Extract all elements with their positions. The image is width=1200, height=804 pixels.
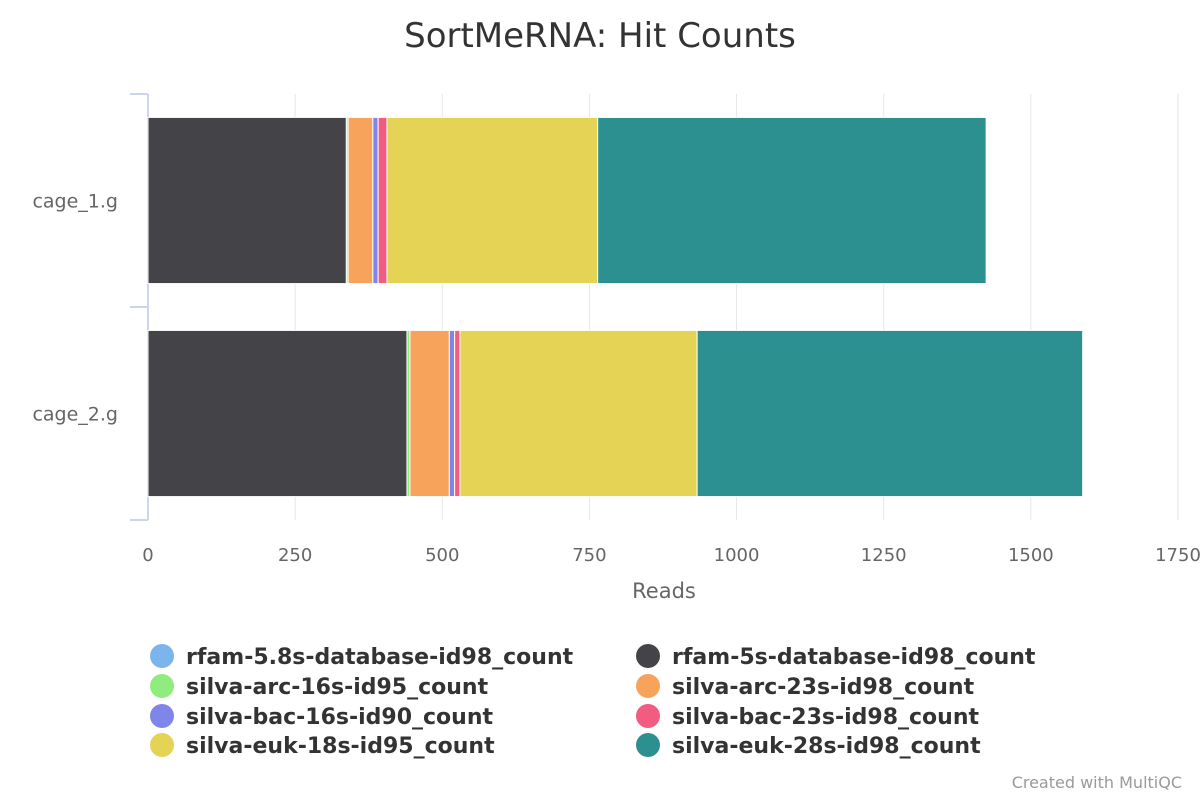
legend-item[interactable]: silva-arc-23s-id98_count (636, 674, 975, 700)
legend[interactable]: rfam-5.8s-database-id98_count rfam-5s-dat… (150, 644, 1036, 759)
legend-label: silva-arc-16s-id95_count (186, 675, 489, 700)
legend-label: silva-euk-18s-id95_count (186, 734, 495, 759)
legend-label: silva-bac-16s-id90_count (186, 705, 493, 730)
legend-item[interactable]: rfam-5s-database-id98_count (636, 644, 1036, 670)
bar-segment[interactable] (377, 116, 388, 285)
legend-item[interactable]: silva-euk-28s-id98_count (636, 733, 981, 759)
credit-text: Created with MultiQC (1011, 773, 1182, 792)
chart-title: SortMeRNA: Hit Counts (404, 16, 796, 56)
bar-segment[interactable] (409, 329, 450, 498)
legend-marker (636, 733, 660, 757)
legend-marker (636, 674, 660, 698)
legend-item[interactable]: silva-arc-16s-id95_count (150, 674, 489, 700)
x-tick-label: 0 (142, 545, 153, 566)
x-tick-labels: 0 250 500 750 1000 1250 1500 1750 (142, 545, 1200, 566)
bar-segment[interactable] (454, 329, 461, 498)
legend-item[interactable]: silva-euk-18s-id95_count (150, 733, 495, 759)
bar-segment[interactable] (696, 329, 1084, 498)
legend-marker (636, 704, 660, 728)
bar-segment[interactable] (448, 329, 456, 498)
legend-item[interactable]: silva-bac-23s-id98_count (636, 704, 979, 730)
bar-segment[interactable] (597, 116, 987, 285)
bar-segment[interactable] (459, 329, 698, 498)
legend-marker (150, 704, 174, 728)
legend-item[interactable]: silva-bac-16s-id90_count (150, 704, 493, 730)
legend-marker (636, 644, 660, 668)
x-tick-label: 1250 (861, 545, 907, 566)
legend-marker (150, 733, 174, 757)
axes (130, 93, 149, 521)
x-tick-label: 1000 (714, 545, 760, 566)
legend-item[interactable]: rfam-5.8s-database-id98_count (150, 644, 574, 670)
x-axis-label: Reads (632, 579, 696, 603)
bar-segment[interactable] (147, 329, 408, 498)
legend-marker (150, 674, 174, 698)
bars[interactable] (147, 116, 1084, 498)
bar-segment[interactable] (386, 116, 599, 285)
bar-segment[interactable] (372, 116, 379, 285)
legend-marker (150, 644, 174, 668)
x-tick-label: 1750 (1155, 545, 1200, 566)
x-tick-label: 250 (278, 545, 312, 566)
legend-label: silva-bac-23s-id98_count (672, 705, 979, 730)
legend-label: silva-euk-28s-id98_count (672, 734, 981, 759)
x-tick-label: 750 (572, 545, 606, 566)
bar-segment[interactable] (147, 116, 347, 285)
category-labels: cage_1.g cage_2.g (32, 191, 118, 426)
x-tick-label: 500 (425, 545, 459, 566)
bar-segment[interactable] (347, 116, 374, 285)
legend-label: rfam-5.8s-database-id98_count (186, 645, 574, 670)
category-label: cage_1.g (32, 191, 118, 213)
category-label: cage_2.g (32, 404, 118, 426)
legend-label: rfam-5s-database-id98_count (672, 645, 1036, 670)
x-tick-label: 1500 (1008, 545, 1054, 566)
legend-label: silva-arc-23s-id98_count (672, 675, 975, 700)
